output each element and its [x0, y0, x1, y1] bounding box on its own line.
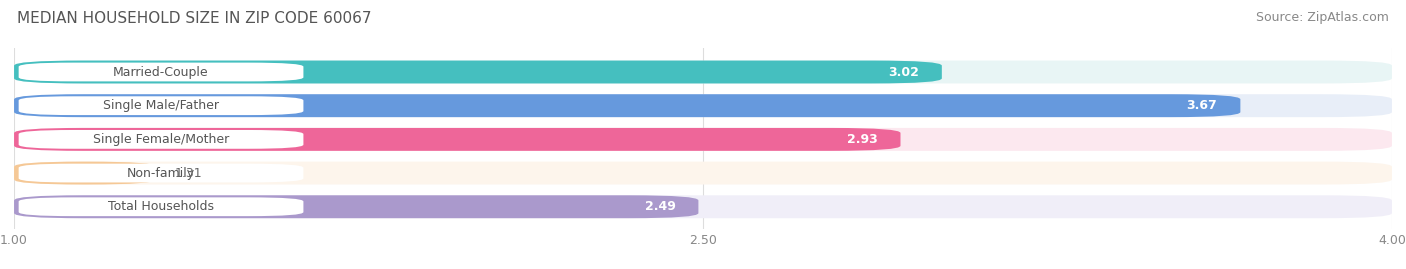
- FancyBboxPatch shape: [14, 162, 1392, 185]
- Text: Single Male/Father: Single Male/Father: [103, 99, 219, 112]
- FancyBboxPatch shape: [18, 197, 304, 216]
- FancyBboxPatch shape: [14, 195, 699, 218]
- FancyBboxPatch shape: [14, 195, 1392, 218]
- Text: Non-family: Non-family: [127, 167, 195, 180]
- FancyBboxPatch shape: [14, 94, 1392, 117]
- Text: 3.67: 3.67: [1187, 99, 1218, 112]
- Text: Source: ZipAtlas.com: Source: ZipAtlas.com: [1256, 11, 1389, 24]
- FancyBboxPatch shape: [14, 61, 942, 83]
- FancyBboxPatch shape: [14, 94, 1240, 117]
- FancyBboxPatch shape: [18, 164, 304, 182]
- Text: 2.93: 2.93: [846, 133, 877, 146]
- Text: MEDIAN HOUSEHOLD SIZE IN ZIP CODE 60067: MEDIAN HOUSEHOLD SIZE IN ZIP CODE 60067: [17, 11, 371, 26]
- Text: Married-Couple: Married-Couple: [114, 65, 209, 79]
- Text: Total Households: Total Households: [108, 200, 214, 213]
- FancyBboxPatch shape: [14, 128, 1392, 151]
- FancyBboxPatch shape: [14, 128, 900, 151]
- FancyBboxPatch shape: [18, 130, 304, 149]
- Text: 2.49: 2.49: [644, 200, 675, 213]
- FancyBboxPatch shape: [14, 162, 156, 185]
- FancyBboxPatch shape: [18, 63, 304, 82]
- Text: 3.02: 3.02: [889, 65, 920, 79]
- Text: 1.31: 1.31: [174, 167, 202, 180]
- Text: Single Female/Mother: Single Female/Mother: [93, 133, 229, 146]
- FancyBboxPatch shape: [14, 61, 1392, 83]
- FancyBboxPatch shape: [18, 96, 304, 115]
